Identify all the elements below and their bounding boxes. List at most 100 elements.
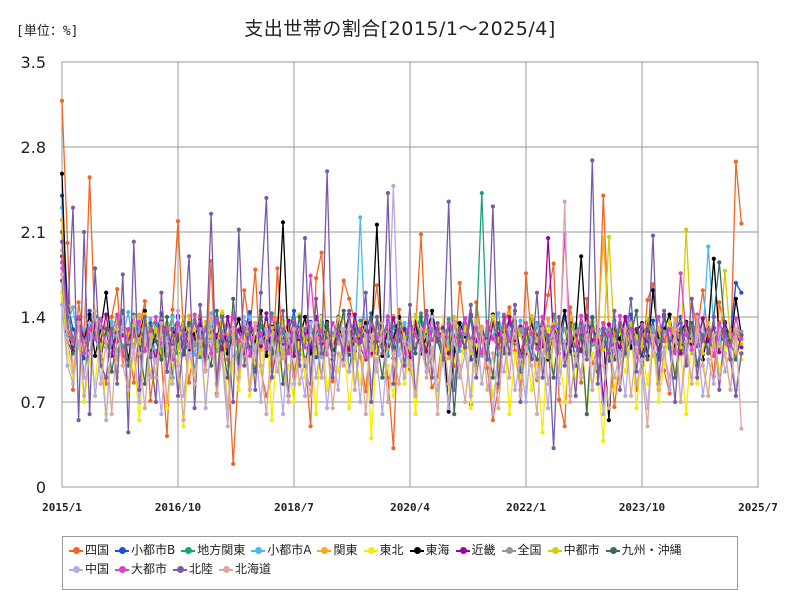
data-point <box>131 345 136 350</box>
data-point <box>391 393 396 398</box>
data-point <box>186 380 192 385</box>
data-point <box>739 345 744 350</box>
data-point <box>258 290 263 295</box>
line-chart: 0 0.7 1.4 2.1 2.8 3.5 2015/1 2016/10 2018/7 2020/… <box>21 53 778 514</box>
data-point <box>159 290 164 295</box>
data-point <box>717 387 722 392</box>
data-point <box>347 308 352 313</box>
data-point <box>623 369 628 374</box>
data-point <box>264 412 269 417</box>
data-point <box>446 381 451 386</box>
data-point <box>673 327 678 332</box>
legend-item: 東北 <box>363 541 404 560</box>
data-point <box>452 321 457 326</box>
data-point <box>93 266 98 271</box>
data-point <box>131 380 136 385</box>
data-point <box>617 313 623 318</box>
data-point <box>601 412 606 417</box>
data-point <box>634 345 639 350</box>
data-point <box>463 399 468 405</box>
data-point <box>557 381 562 386</box>
data-point <box>590 327 595 332</box>
data-point <box>264 353 269 358</box>
data-point <box>452 314 457 320</box>
data-point <box>192 327 197 332</box>
data-point <box>606 322 612 327</box>
legend-item: 全国 <box>501 541 542 560</box>
data-point <box>341 278 346 283</box>
data-point <box>673 351 678 356</box>
data-point <box>109 369 114 374</box>
legend-item: 関東 <box>317 541 358 560</box>
data-point <box>291 327 297 332</box>
data-point <box>573 344 578 349</box>
data-point <box>590 351 595 356</box>
data-point <box>579 375 584 380</box>
data-point <box>319 375 324 380</box>
data-point <box>617 381 623 386</box>
data-point <box>728 344 733 349</box>
data-point <box>601 321 606 326</box>
data-point <box>115 312 120 317</box>
data-point <box>667 312 672 317</box>
data-point <box>474 369 479 374</box>
legend-label: 関東 <box>333 543 358 557</box>
data-point <box>634 341 639 346</box>
series-北海道 <box>59 199 744 431</box>
data-point <box>507 311 512 316</box>
data-point <box>639 327 645 332</box>
data-point <box>148 333 153 338</box>
data-point <box>501 333 506 338</box>
data-point <box>529 387 534 392</box>
data-point <box>247 314 252 320</box>
data-point <box>280 220 286 225</box>
data-point <box>198 339 203 344</box>
series-layer <box>59 98 744 466</box>
data-point <box>231 327 236 332</box>
data-point <box>700 363 705 368</box>
data-point <box>518 327 523 332</box>
data-point <box>264 346 269 351</box>
data-point <box>468 393 473 398</box>
data-point <box>347 296 352 301</box>
data-point <box>463 345 468 350</box>
data-point <box>551 375 556 380</box>
data-point <box>186 327 192 332</box>
data-point <box>507 327 512 332</box>
data-point <box>457 327 462 332</box>
data-point <box>739 336 744 341</box>
data-point <box>562 339 567 344</box>
data-point <box>231 313 236 318</box>
data-point <box>430 314 435 320</box>
data-point <box>330 379 335 384</box>
data-point <box>308 393 313 398</box>
data-point <box>717 300 722 305</box>
data-point <box>325 169 330 174</box>
data-point <box>546 381 551 386</box>
data-point <box>98 317 103 322</box>
data-point <box>269 418 274 423</box>
data-point <box>512 314 518 320</box>
data-point <box>595 321 600 326</box>
legend-label: 九州・沖縄 <box>621 543 682 557</box>
data-point <box>142 314 147 320</box>
data-point <box>424 375 429 380</box>
data-point <box>170 314 175 320</box>
data-point <box>722 268 728 273</box>
data-point <box>65 339 70 344</box>
data-point <box>435 321 440 326</box>
data-point <box>634 381 639 386</box>
data-point <box>424 308 429 313</box>
data-point <box>639 322 645 327</box>
data-point <box>678 321 683 326</box>
data-point <box>612 387 617 392</box>
data-point <box>65 314 70 320</box>
data-point <box>656 325 661 330</box>
data-point <box>540 375 545 380</box>
legend-swatch <box>501 546 516 556</box>
data-point <box>557 369 562 374</box>
data-point <box>286 351 291 356</box>
data-point <box>336 327 341 332</box>
data-point <box>369 314 374 320</box>
data-point <box>413 351 418 356</box>
